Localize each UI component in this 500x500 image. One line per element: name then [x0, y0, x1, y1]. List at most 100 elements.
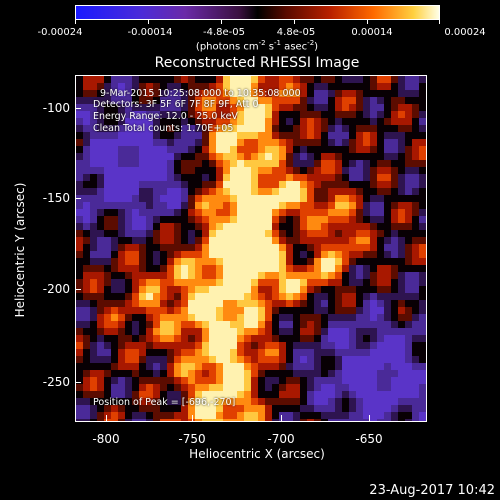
image-pixel — [153, 377, 160, 384]
image-pixel — [279, 83, 286, 90]
image-pixel — [97, 412, 104, 419]
image-pixel — [76, 244, 83, 251]
image-pixel — [118, 300, 125, 307]
image-pixel — [391, 384, 398, 391]
image-pixel — [272, 104, 279, 111]
image-pixel — [188, 321, 195, 328]
image-pixel — [216, 181, 223, 188]
image-pixel — [286, 391, 293, 398]
image-pixel — [209, 146, 216, 153]
image-pixel — [244, 146, 251, 153]
image-pixel — [307, 125, 314, 132]
image-pixel — [125, 272, 132, 279]
image-pixel — [286, 314, 293, 321]
image-pixel — [153, 216, 160, 223]
image-pixel — [132, 111, 139, 118]
image-pixel — [370, 160, 377, 167]
image-pixel — [300, 216, 307, 223]
image-pixel — [258, 335, 265, 342]
image-pixel — [223, 370, 230, 377]
image-pixel — [370, 335, 377, 342]
image-pixel — [118, 146, 125, 153]
image-pixel — [132, 419, 139, 421]
image-pixel — [202, 202, 209, 209]
image-pixel — [76, 328, 83, 335]
image-pixel — [90, 335, 97, 342]
image-pixel — [349, 160, 356, 167]
image-pixel — [377, 146, 384, 153]
image-pixel — [174, 307, 181, 314]
image-pixel — [195, 405, 202, 412]
image-pixel — [349, 251, 356, 258]
image-pixel — [398, 272, 405, 279]
image-pixel — [405, 321, 412, 328]
image-pixel — [90, 132, 97, 139]
image-pixel — [405, 370, 412, 377]
image-pixel — [335, 265, 342, 272]
image-pixel — [272, 342, 279, 349]
image-pixel — [188, 356, 195, 363]
image-pixel — [97, 286, 104, 293]
image-pixel — [244, 244, 251, 251]
image-pixel — [272, 216, 279, 223]
image-pixel — [153, 314, 160, 321]
image-pixel — [398, 321, 405, 328]
image-pixel — [188, 153, 195, 160]
image-pixel — [265, 335, 272, 342]
image-pixel — [104, 216, 111, 223]
image-pixel — [90, 216, 97, 223]
image-pixel — [321, 209, 328, 216]
image-pixel — [286, 90, 293, 97]
image-pixel — [293, 216, 300, 223]
image-pixel — [300, 209, 307, 216]
image-pixel — [405, 391, 412, 398]
image-pixel — [118, 216, 125, 223]
image-pixel — [111, 244, 118, 251]
image-pixel — [132, 272, 139, 279]
image-pixel — [160, 244, 167, 251]
image-pixel — [230, 83, 237, 90]
image-pixel — [398, 125, 405, 132]
image-pixel — [237, 202, 244, 209]
image-pixel — [384, 181, 391, 188]
image-pixel — [83, 104, 90, 111]
colorbar-label: -0.00014 — [127, 27, 173, 38]
image-pixel — [314, 76, 321, 83]
image-pixel — [244, 111, 251, 118]
image-pixel — [384, 230, 391, 237]
image-pixel — [363, 188, 370, 195]
colorbar-tick — [221, 20, 222, 24]
image-pixel — [405, 412, 412, 419]
image-pixel — [223, 377, 230, 384]
image-pixel — [398, 328, 405, 335]
image-pixel — [153, 363, 160, 370]
image-pixel — [391, 279, 398, 286]
image-pixel — [174, 188, 181, 195]
image-pixel — [279, 370, 286, 377]
image-pixel — [286, 125, 293, 132]
image-pixel — [398, 146, 405, 153]
image-pixel — [146, 370, 153, 377]
image-pixel — [272, 76, 279, 83]
image-pixel — [202, 328, 209, 335]
image-pixel — [321, 335, 328, 342]
image-pixel — [279, 265, 286, 272]
image-pixel — [76, 419, 83, 421]
image-pixel — [146, 237, 153, 244]
image-pixel — [356, 153, 363, 160]
image-pixel — [258, 188, 265, 195]
image-pixel — [419, 412, 426, 419]
image-pixel — [188, 300, 195, 307]
image-pixel — [160, 356, 167, 363]
image-pixel — [202, 321, 209, 328]
image-pixel — [356, 300, 363, 307]
image-pixel — [125, 139, 132, 146]
image-pixel — [160, 363, 167, 370]
image-pixel — [251, 125, 258, 132]
image-pixel — [111, 258, 118, 265]
image-pixel — [216, 132, 223, 139]
image-pixel — [125, 160, 132, 167]
image-pixel — [97, 384, 104, 391]
image-pixel — [237, 405, 244, 412]
image-pixel — [216, 419, 223, 421]
